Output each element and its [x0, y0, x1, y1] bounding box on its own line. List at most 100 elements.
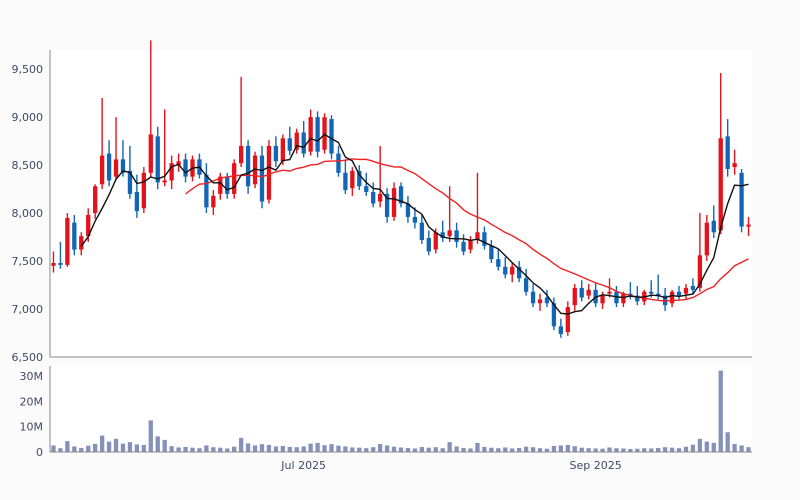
volume-bar [211, 447, 216, 452]
volume-bar [565, 444, 570, 452]
volume-bar [266, 444, 272, 452]
candlestick [377, 145, 383, 208]
volume-bar [127, 442, 133, 452]
volume-bar [72, 446, 77, 452]
volume-bar [155, 436, 160, 452]
candlestick [343, 159, 348, 194]
volume-bar [398, 447, 404, 452]
candlestick [266, 140, 272, 204]
volume-panel-background [50, 366, 752, 452]
candlestick [565, 301, 570, 336]
candlestick [558, 318, 564, 338]
volume-bar [572, 446, 577, 452]
volume-bar [357, 447, 362, 452]
volume-bar [593, 448, 598, 452]
volume-bar [391, 446, 397, 452]
candlestick [725, 119, 730, 177]
candlestick [308, 109, 313, 156]
volume-bar [329, 444, 334, 452]
volume-bar [259, 444, 265, 452]
volume-bar [65, 441, 70, 452]
volume-bar [649, 448, 654, 452]
candlestick [183, 153, 188, 183]
candlestick [58, 241, 63, 269]
candlestick [419, 215, 425, 244]
candlestick [51, 251, 56, 273]
volume-bar [558, 445, 564, 452]
candlestick [517, 261, 522, 283]
volume-bar [169, 446, 174, 452]
candlestick [148, 40, 153, 177]
candlestick [711, 205, 716, 239]
volume-tick-label: 10M [20, 421, 44, 434]
volume-bar [79, 447, 84, 452]
volume-bar [475, 442, 480, 452]
candlestick [579, 280, 584, 302]
ma-short-line [80, 133, 749, 315]
volume-bar [440, 448, 445, 452]
volume-bar [544, 448, 550, 452]
candlestick [252, 151, 258, 189]
volume-bar [280, 445, 285, 452]
candlestick [676, 286, 682, 300]
candlestick [357, 165, 362, 191]
candlestick [65, 213, 70, 267]
candlestick [718, 73, 723, 235]
price-tick-label: 7,000 [12, 303, 44, 316]
volume-tick-label: 30M [20, 370, 44, 383]
volume-bar [697, 438, 703, 452]
candlestick [496, 249, 501, 271]
volume-bar [607, 447, 612, 452]
volume-bar [656, 447, 661, 452]
candlestick [287, 126, 292, 156]
volume-bar [537, 448, 543, 452]
volume-bar [454, 446, 459, 452]
volume-bar [197, 448, 202, 452]
candlestick [218, 172, 223, 200]
candlestick [113, 117, 119, 180]
candlestick [489, 239, 494, 263]
candlestick [93, 184, 98, 219]
volume-bar [433, 447, 438, 452]
candlestick [245, 140, 251, 194]
volume-bar [176, 447, 181, 452]
volume-bar [419, 446, 425, 452]
volume-bar [322, 445, 327, 452]
volume-bar [447, 442, 452, 452]
volume-bar [746, 447, 751, 452]
volume-bar [364, 448, 369, 452]
price-tick-label: 8,000 [12, 207, 44, 220]
candlestick [732, 149, 737, 175]
volume-bar [642, 448, 647, 452]
volume-bar [600, 448, 605, 452]
candlestick [468, 236, 473, 254]
candlestick [79, 232, 84, 256]
volume-bar [676, 448, 682, 452]
volume-bar [662, 447, 668, 452]
candlestick [739, 168, 744, 233]
candlestick [322, 113, 327, 154]
candlestick [176, 153, 181, 172]
volume-bar [113, 438, 119, 452]
candlestick [329, 115, 334, 160]
candlestick [364, 172, 369, 196]
candlestick [690, 278, 696, 294]
volume-bar [218, 447, 223, 452]
volume-bar [621, 448, 626, 452]
volume-bar [503, 447, 508, 452]
candlestick [475, 172, 480, 244]
volume-bar [225, 448, 230, 452]
candlestick [72, 215, 77, 256]
candlestick [482, 226, 487, 250]
candlestick [669, 289, 675, 308]
volume-bar [510, 448, 515, 452]
candlestick [99, 97, 105, 190]
candlestick [704, 215, 709, 262]
candlestick [350, 167, 355, 196]
candlestick [440, 220, 445, 242]
volume-bar [343, 446, 348, 452]
volume-bar [273, 446, 279, 452]
candlestick [162, 109, 167, 187]
